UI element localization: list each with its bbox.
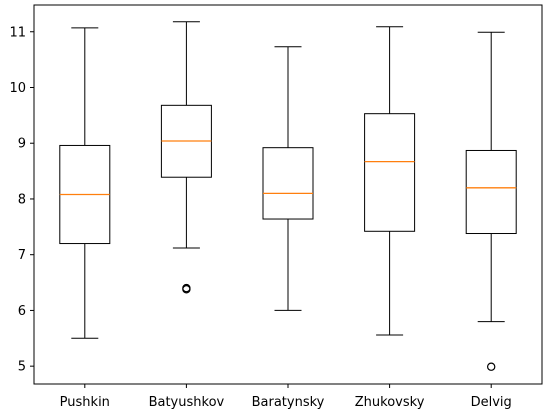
x-tick-label: Pushkin bbox=[60, 395, 110, 410]
box-group bbox=[59, 27, 111, 339]
y-tick-label: 9 bbox=[18, 137, 26, 152]
box-group bbox=[465, 31, 517, 371]
outlier-point bbox=[182, 283, 191, 293]
box-group bbox=[262, 46, 314, 311]
y-axis: 5 6 7 8 9 10 11 bbox=[9, 25, 34, 375]
x-tick-label: Baratynsky bbox=[252, 395, 325, 410]
y-tick-label: 10 bbox=[9, 81, 26, 96]
y-tick-label: 6 bbox=[18, 304, 26, 319]
x-tick-label: Zhukovsky bbox=[355, 395, 425, 410]
axes-frame bbox=[33, 4, 543, 385]
plot-area bbox=[59, 21, 517, 371]
box-group bbox=[364, 26, 416, 336]
box-iqr bbox=[364, 113, 416, 232]
outlier-point bbox=[487, 362, 496, 371]
x-axis: Pushkin Batyushkov Baratynsky Zhukovsky Delv… bbox=[60, 384, 512, 410]
x-tick-label: Delvig bbox=[471, 395, 512, 410]
box-group bbox=[160, 21, 212, 294]
box-iqr bbox=[465, 149, 517, 235]
x-tick-label: Batyushkov bbox=[149, 395, 225, 410]
y-tick-label: 8 bbox=[18, 192, 26, 207]
y-tick-label: 5 bbox=[18, 360, 26, 375]
box-iqr bbox=[262, 147, 314, 220]
y-tick-label: 7 bbox=[18, 248, 26, 263]
y-tick-label: 11 bbox=[9, 25, 26, 40]
